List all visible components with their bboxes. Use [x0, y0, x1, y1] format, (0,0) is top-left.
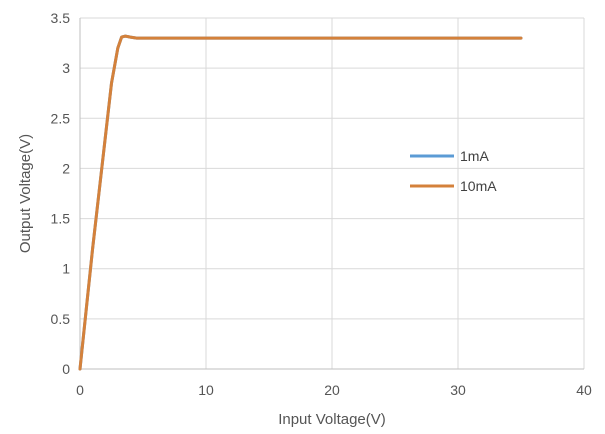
- y-tick-label: 1: [62, 261, 70, 277]
- x-axis-title: Input Voltage(V): [278, 411, 386, 428]
- tick-labels: 0 0.5 1 1.5 2 2.5 3 3.5 0 10 20 30 40: [51, 10, 592, 398]
- y-tick-label: 3.5: [51, 10, 71, 26]
- legend-label: 1mA: [460, 148, 489, 164]
- y-tick-label: 0: [62, 361, 70, 377]
- series-line-10mA: [78, 34, 523, 371]
- x-tick-label: 0: [76, 382, 84, 398]
- legend-label: 10mA: [460, 178, 497, 194]
- x-tick-label: 30: [450, 382, 466, 398]
- y-tick-label: 2: [62, 160, 70, 176]
- y-axis-title: Output Voltage(V): [17, 134, 34, 253]
- grid: [80, 17, 585, 369]
- axes: [79, 18, 584, 370]
- y-tick-label: 0.5: [51, 311, 71, 327]
- x-tick-label: 10: [198, 382, 214, 398]
- y-tick-label: 3: [62, 60, 70, 76]
- y-tick-label: 1.5: [51, 211, 71, 227]
- x-tick-label: 20: [324, 382, 340, 398]
- series-lines: [78, 34, 523, 371]
- y-tick-label: 2.5: [51, 110, 71, 126]
- x-tick-label: 40: [576, 382, 592, 398]
- legend: 1mA 10mA: [410, 148, 497, 194]
